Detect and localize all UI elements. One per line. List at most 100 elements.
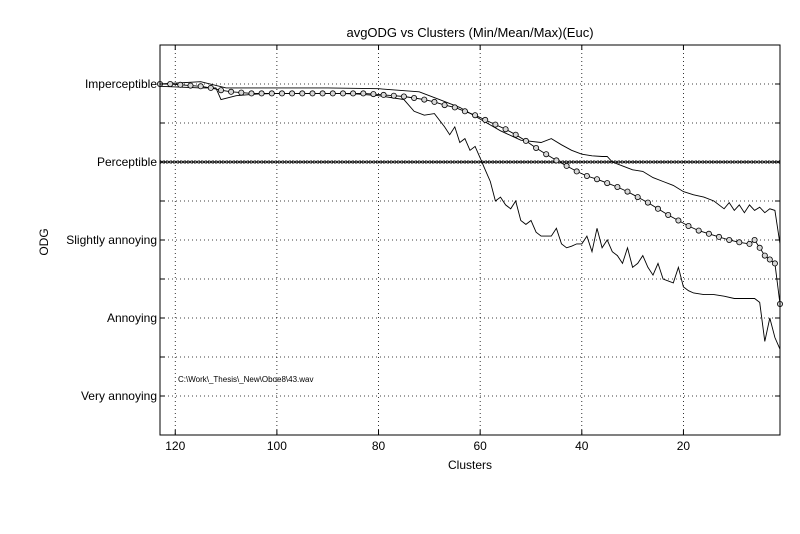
threshold-marker xyxy=(657,160,661,164)
threshold-marker xyxy=(706,160,710,164)
threshold-marker xyxy=(716,160,721,164)
threshold-marker xyxy=(391,160,395,164)
series-mean-point xyxy=(187,82,194,89)
threshold-marker xyxy=(359,160,364,164)
threshold-marker xyxy=(398,160,402,164)
series-mean-point xyxy=(655,205,662,212)
threshold-marker xyxy=(531,160,535,164)
threshold-marker xyxy=(170,160,175,164)
threshold-marker xyxy=(282,160,287,164)
threshold-marker xyxy=(296,160,301,164)
threshold-marker xyxy=(671,160,675,164)
threshold-marker xyxy=(748,160,752,164)
threshold-marker xyxy=(727,160,731,164)
threshold-marker xyxy=(352,160,357,164)
series-mean-point xyxy=(512,131,519,138)
threshold-marker xyxy=(188,160,192,164)
threshold-marker xyxy=(461,160,465,164)
threshold-marker xyxy=(723,160,728,164)
threshold-marker xyxy=(261,160,266,164)
series-mean-point xyxy=(350,90,357,97)
threshold-marker xyxy=(520,160,525,164)
threshold-marker xyxy=(513,160,518,164)
series-mean-point xyxy=(268,90,275,97)
series-mean-point xyxy=(644,199,651,206)
series-mean-point xyxy=(451,104,458,111)
x-tick-label: 120 xyxy=(165,439,185,453)
series-mean-point xyxy=(675,217,682,224)
series-mean-point xyxy=(502,126,509,133)
threshold-marker xyxy=(534,160,539,164)
series-mean-point xyxy=(726,236,733,243)
threshold-marker xyxy=(412,160,416,164)
threshold-marker xyxy=(233,160,238,164)
threshold-marker xyxy=(524,160,528,164)
threshold-marker xyxy=(433,160,437,164)
threshold-marker xyxy=(604,160,609,164)
series-mean-point xyxy=(299,90,306,97)
threshold-marker xyxy=(247,160,252,164)
series-mean-point xyxy=(771,260,778,267)
threshold-marker xyxy=(181,160,185,164)
threshold-marker xyxy=(562,160,567,164)
threshold-marker xyxy=(342,160,346,164)
series-mean-point xyxy=(736,239,743,246)
threshold-marker xyxy=(457,160,462,164)
threshold-marker xyxy=(237,160,241,164)
threshold-marker xyxy=(580,160,584,164)
series-mean-point xyxy=(482,116,489,123)
series-mean-point xyxy=(756,244,763,251)
series-mean-point xyxy=(197,83,204,90)
threshold-marker xyxy=(667,160,672,164)
threshold-marker xyxy=(601,160,605,164)
axis-ticks: 120 100 80 60 40 20 Imperceptible Perceptible Sl… xyxy=(66,44,780,453)
threshold-marker xyxy=(366,160,371,164)
threshold-marker xyxy=(639,160,644,164)
series-mean-line xyxy=(160,83,781,305)
threshold-marker xyxy=(734,160,738,164)
threshold-marker xyxy=(300,160,304,164)
series-mean-point xyxy=(594,176,601,183)
series-mean-point xyxy=(543,151,550,158)
series-mean-point xyxy=(360,90,367,97)
series-mean-point xyxy=(441,102,448,109)
x-tick-label: 100 xyxy=(267,439,287,453)
threshold-marker xyxy=(251,160,255,164)
threshold-marker xyxy=(685,160,689,164)
series-mean-point xyxy=(563,162,570,169)
threshold-marker xyxy=(163,160,168,164)
threshold-marker xyxy=(426,160,430,164)
threshold-marker xyxy=(664,160,668,164)
y-tick-label: Perceptible xyxy=(97,155,157,169)
threshold-marker xyxy=(440,160,444,164)
series-mean-point xyxy=(634,194,641,201)
threshold-marker xyxy=(377,160,381,164)
threshold-marker xyxy=(632,160,637,164)
series-group xyxy=(156,81,784,350)
series-mean-point xyxy=(370,91,377,98)
threshold-marker xyxy=(443,160,448,164)
y-tick-label: Slightly annoying xyxy=(66,233,157,247)
threshold-marker xyxy=(167,160,171,164)
threshold-marker xyxy=(356,160,360,164)
threshold-marker xyxy=(489,160,493,164)
file-path-annotation: C:\Work\_Thesis\_New\Oboe8\43.wav xyxy=(178,375,313,384)
threshold-marker xyxy=(349,160,353,164)
threshold-marker xyxy=(492,160,497,164)
threshold-marker xyxy=(373,160,378,164)
threshold-marker xyxy=(454,160,458,164)
series-mean-point xyxy=(329,90,336,97)
threshold-marker xyxy=(496,160,500,164)
series-mean-point xyxy=(380,91,387,98)
threshold-marker xyxy=(198,160,203,164)
threshold-marker xyxy=(629,160,633,164)
threshold-marker xyxy=(380,160,385,164)
threshold-marker xyxy=(569,160,574,164)
series-min-line xyxy=(159,85,781,350)
threshold-marker xyxy=(541,160,546,164)
threshold-marker xyxy=(482,160,486,164)
threshold-marker xyxy=(268,160,273,164)
threshold-marker xyxy=(408,160,413,164)
x-tick-label: 40 xyxy=(575,439,589,453)
y-tick-label: Annoying xyxy=(107,311,157,325)
